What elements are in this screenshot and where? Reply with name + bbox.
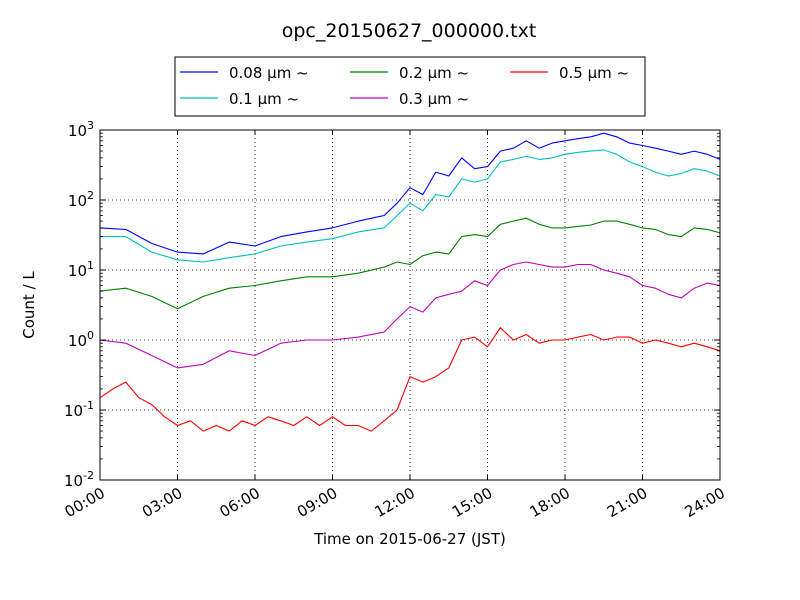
legend-label-1: 0.08 μm ~ — [229, 64, 309, 82]
y-axis-title: Count / L — [20, 271, 38, 339]
y-tick-label: 102 — [68, 189, 94, 210]
series-line-2 — [100, 149, 721, 263]
chart-title: opc_20150627_000000.txt — [282, 20, 537, 42]
y-tick-label: 10-1 — [64, 399, 94, 420]
legend-box — [174, 56, 646, 117]
y-tick-label: 103 — [68, 119, 94, 140]
series-line-4 — [99, 261, 721, 369]
legend-label-4: 0.3 μm ~ — [399, 90, 469, 108]
series-line-3 — [99, 217, 721, 310]
y-tick-label: 100 — [68, 329, 94, 350]
axis-ticks — [99, 129, 721, 481]
legend-label-2: 0.1 μm ~ — [229, 90, 299, 108]
y-tick-labels: 10-2 10-1 100 101 102 103 — [64, 119, 94, 490]
legend: 0.08 μm ~ 0.1 μm ~ 0.2 μm ~ 0.3 μm ~ 0.5 μm … — [174, 56, 646, 117]
y-tick-label: 101 — [68, 259, 94, 280]
legend-label-5: 0.5 μm ~ — [559, 64, 629, 82]
series-line-1 — [99, 132, 721, 255]
x-axis-title: Time on 2015-06-27 (JST) — [313, 530, 506, 548]
series-line-5 — [99, 327, 721, 432]
series-lines — [99, 132, 721, 432]
y-tick-label: 10-2 — [64, 469, 94, 490]
legend-label-3: 0.2 μm ~ — [399, 64, 469, 82]
grid — [100, 130, 720, 480]
